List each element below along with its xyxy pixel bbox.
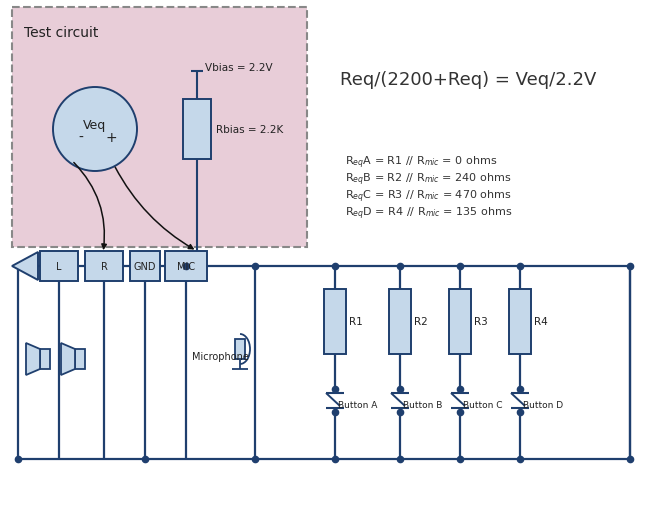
- Bar: [449, 289, 471, 355]
- Text: Button B: Button B: [403, 400, 443, 409]
- Bar: [130, 251, 160, 281]
- Text: R3: R3: [474, 316, 488, 326]
- Bar: [85, 251, 123, 281]
- Text: Vbias = 2.2V: Vbias = 2.2V: [205, 63, 272, 73]
- Text: Button D: Button D: [523, 400, 563, 409]
- Text: Button C: Button C: [463, 400, 502, 409]
- Text: R$_{eq}$D = R4 // R$_{mic}$ = 135 ohms: R$_{eq}$D = R4 // R$_{mic}$ = 135 ohms: [345, 205, 512, 221]
- Text: R2: R2: [414, 316, 428, 326]
- Text: L: L: [57, 262, 62, 272]
- Text: Veq: Veq: [83, 118, 107, 131]
- Bar: [183, 100, 211, 160]
- Text: R$_{eq}$B = R2 // R$_{mic}$ = 240 ohms: R$_{eq}$B = R2 // R$_{mic}$ = 240 ohms: [345, 171, 512, 187]
- Text: +: +: [105, 131, 117, 145]
- Text: Rbias = 2.2K: Rbias = 2.2K: [216, 125, 283, 135]
- Bar: [75, 349, 85, 369]
- Text: R$_{eq}$C = R3 // R$_{mic}$ = 470 ohms: R$_{eq}$C = R3 // R$_{mic}$ = 470 ohms: [345, 188, 512, 205]
- Text: MIC: MIC: [177, 262, 195, 272]
- Bar: [40, 251, 78, 281]
- Text: R$_{eq}$A = R1 // R$_{mic}$ = 0 ohms: R$_{eq}$A = R1 // R$_{mic}$ = 0 ohms: [345, 154, 497, 171]
- Polygon shape: [61, 343, 75, 375]
- Bar: [389, 289, 411, 355]
- Bar: [12, 8, 307, 247]
- Text: -: -: [79, 131, 83, 145]
- Text: R1: R1: [349, 316, 363, 326]
- Text: Button A: Button A: [338, 400, 378, 409]
- Bar: [235, 339, 245, 359]
- Bar: [165, 251, 207, 281]
- Text: R4: R4: [534, 316, 548, 326]
- Text: Req/(2200+Req) = Veq/2.2V: Req/(2200+Req) = Veq/2.2V: [340, 71, 597, 89]
- Circle shape: [53, 88, 137, 172]
- Text: Microphone: Microphone: [192, 351, 249, 361]
- Bar: [324, 289, 346, 355]
- Polygon shape: [12, 252, 38, 280]
- Bar: [509, 289, 531, 355]
- Text: R: R: [101, 262, 107, 272]
- Bar: [40, 349, 50, 369]
- Text: Test circuit: Test circuit: [24, 26, 98, 40]
- Polygon shape: [26, 343, 40, 375]
- Text: GND: GND: [134, 262, 156, 272]
